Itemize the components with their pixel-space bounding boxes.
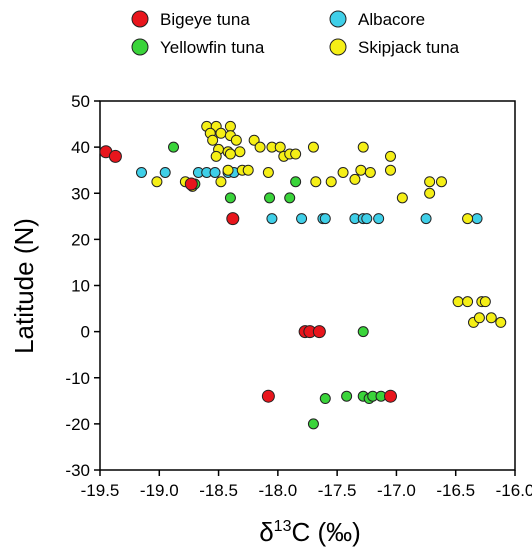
yellowfin-tuna-point [168, 141, 180, 153]
y-tick-label: 30 [71, 184, 90, 203]
albacore-point [373, 213, 385, 225]
x-tick-label: -18.0 [258, 481, 297, 500]
yellowfin-tuna-point [290, 176, 302, 188]
skipjack-tuna-point [224, 120, 236, 132]
y-tick-label: -20 [65, 415, 90, 434]
skipjack-tuna-point [224, 148, 236, 160]
legend-marker-skipjack-tuna [329, 38, 347, 56]
skipjack-tuna-point [435, 176, 447, 188]
legend-label-bigeye-tuna: Bigeye tuna [160, 10, 250, 29]
skipjack-tuna-point [248, 134, 260, 146]
x-tick-label: -16.5 [436, 481, 475, 500]
yellowfin-tuna-point [284, 192, 296, 204]
skipjack-tuna-point [396, 192, 408, 204]
albacore-point [209, 166, 221, 178]
bigeye-tuna-point [261, 389, 275, 403]
y-axis-title: Latitude (N) [9, 218, 39, 354]
y-tick-label: 50 [71, 92, 90, 111]
bigeye-tuna-point [312, 325, 326, 339]
skipjack-tuna-point [230, 134, 242, 146]
skipjack-tuna-point [310, 176, 322, 188]
skipjack-tuna-point [385, 150, 396, 162]
albacore-point [420, 213, 432, 225]
skipjack-tuna-point [207, 134, 219, 146]
skipjack-tuna-point [151, 176, 163, 188]
skipjack-tuna-point [307, 141, 319, 153]
skipjack-tuna-point [479, 296, 491, 308]
skipjack-tuna-point [364, 166, 376, 178]
bigeye-tuna-point [384, 389, 397, 403]
legend-label-albacore: Albacore [358, 10, 425, 29]
skipjack-tuna-point [385, 164, 396, 176]
plot-area [99, 100, 516, 471]
skipjack-tuna-point [290, 148, 302, 160]
albacore-point [266, 213, 278, 225]
yellowfin-tuna-point [341, 390, 353, 402]
bigeye-tuna-point [108, 149, 122, 163]
skipjack-tuna-point [495, 316, 507, 328]
x-tick-label: -17.0 [377, 481, 416, 500]
skipjack-tuna-point [355, 164, 367, 176]
yellowfin-tuna-point [264, 192, 276, 204]
skipjack-tuna-point [222, 164, 234, 176]
albacore-point [296, 213, 308, 225]
albacore-point [159, 166, 171, 178]
y-tick-label: -30 [65, 461, 90, 480]
skipjack-tuna-point [485, 312, 497, 324]
skipjack-tuna-point [462, 296, 474, 308]
skipjack-tuna-point [254, 141, 266, 153]
bigeye-tuna-point [184, 177, 198, 191]
x-axis: -19.5 -19.0 -18.5 -18.0 -17.5 -17.0 -16.5 -16.0 [81, 470, 532, 500]
legend-marker-albacore [329, 10, 347, 28]
yellowfin-tuna-point [357, 326, 369, 338]
yellowfin-tuna-point [307, 418, 319, 430]
yellowfin-tuna-point [319, 393, 331, 405]
legend-marker-bigeye-tuna [131, 10, 149, 28]
y-tick-label: 10 [71, 277, 90, 296]
plot-border [99, 100, 516, 471]
skipjack-tuna-point [242, 164, 254, 176]
x-axis-title-suffix: C (‰) [291, 517, 360, 547]
albacore-point [136, 166, 147, 178]
skipjack-tuna-point [452, 296, 464, 308]
skipjack-tuna-point [473, 312, 485, 324]
y-tick-label: 20 [71, 230, 90, 249]
skipjack-tuna-point [337, 166, 349, 178]
bigeye-tuna-point [226, 212, 240, 226]
x-tick-label: -19.5 [81, 481, 120, 500]
albacore-point [319, 213, 331, 225]
x-axis-title-superscript: 13 [274, 518, 292, 535]
skipjack-tuna-point [210, 150, 222, 162]
x-tick-label: -17.5 [318, 481, 357, 500]
y-axis: -30 -20 -10 0 10 20 30 40 50 [65, 92, 100, 480]
albacore-point [471, 213, 483, 225]
skipjack-tuna-point [234, 146, 246, 158]
legend-label-yellowfin-tuna: Yellowfin tuna [160, 38, 265, 57]
albacore-point [361, 213, 373, 225]
skipjack-tuna-point [215, 176, 227, 188]
data-points [99, 120, 507, 430]
skipjack-tuna-point [262, 166, 274, 178]
skipjack-tuna-point [349, 173, 361, 185]
y-tick-label: -10 [65, 369, 90, 388]
skipjack-tuna-point [462, 213, 474, 225]
x-tick-label: -18.5 [199, 481, 238, 500]
x-tick-label: -19.0 [140, 481, 179, 500]
skipjack-tuna-point [325, 176, 337, 188]
skipjack-tuna-point [274, 141, 286, 153]
y-tick-label: 0 [81, 323, 90, 342]
skipjack-tuna-point [357, 141, 369, 153]
x-axis-title: δ13C (‰) [259, 517, 361, 547]
y-tick-label: 40 [71, 138, 90, 157]
x-tick-label: -16.0 [496, 481, 532, 500]
legend-label-skipjack-tuna: Skipjack tuna [358, 38, 460, 57]
skipjack-tuna-point [424, 187, 436, 199]
legend-marker-yellowfin-tuna [131, 38, 149, 56]
legend: Bigeye tuna Albacore Yellowfin tuna Skipjac… [131, 10, 460, 57]
yellowfin-tuna-point [224, 192, 236, 204]
x-axis-title-prefix: δ [259, 517, 273, 547]
skipjack-tuna-point [424, 176, 436, 188]
skipjack-tuna-point [215, 127, 227, 139]
